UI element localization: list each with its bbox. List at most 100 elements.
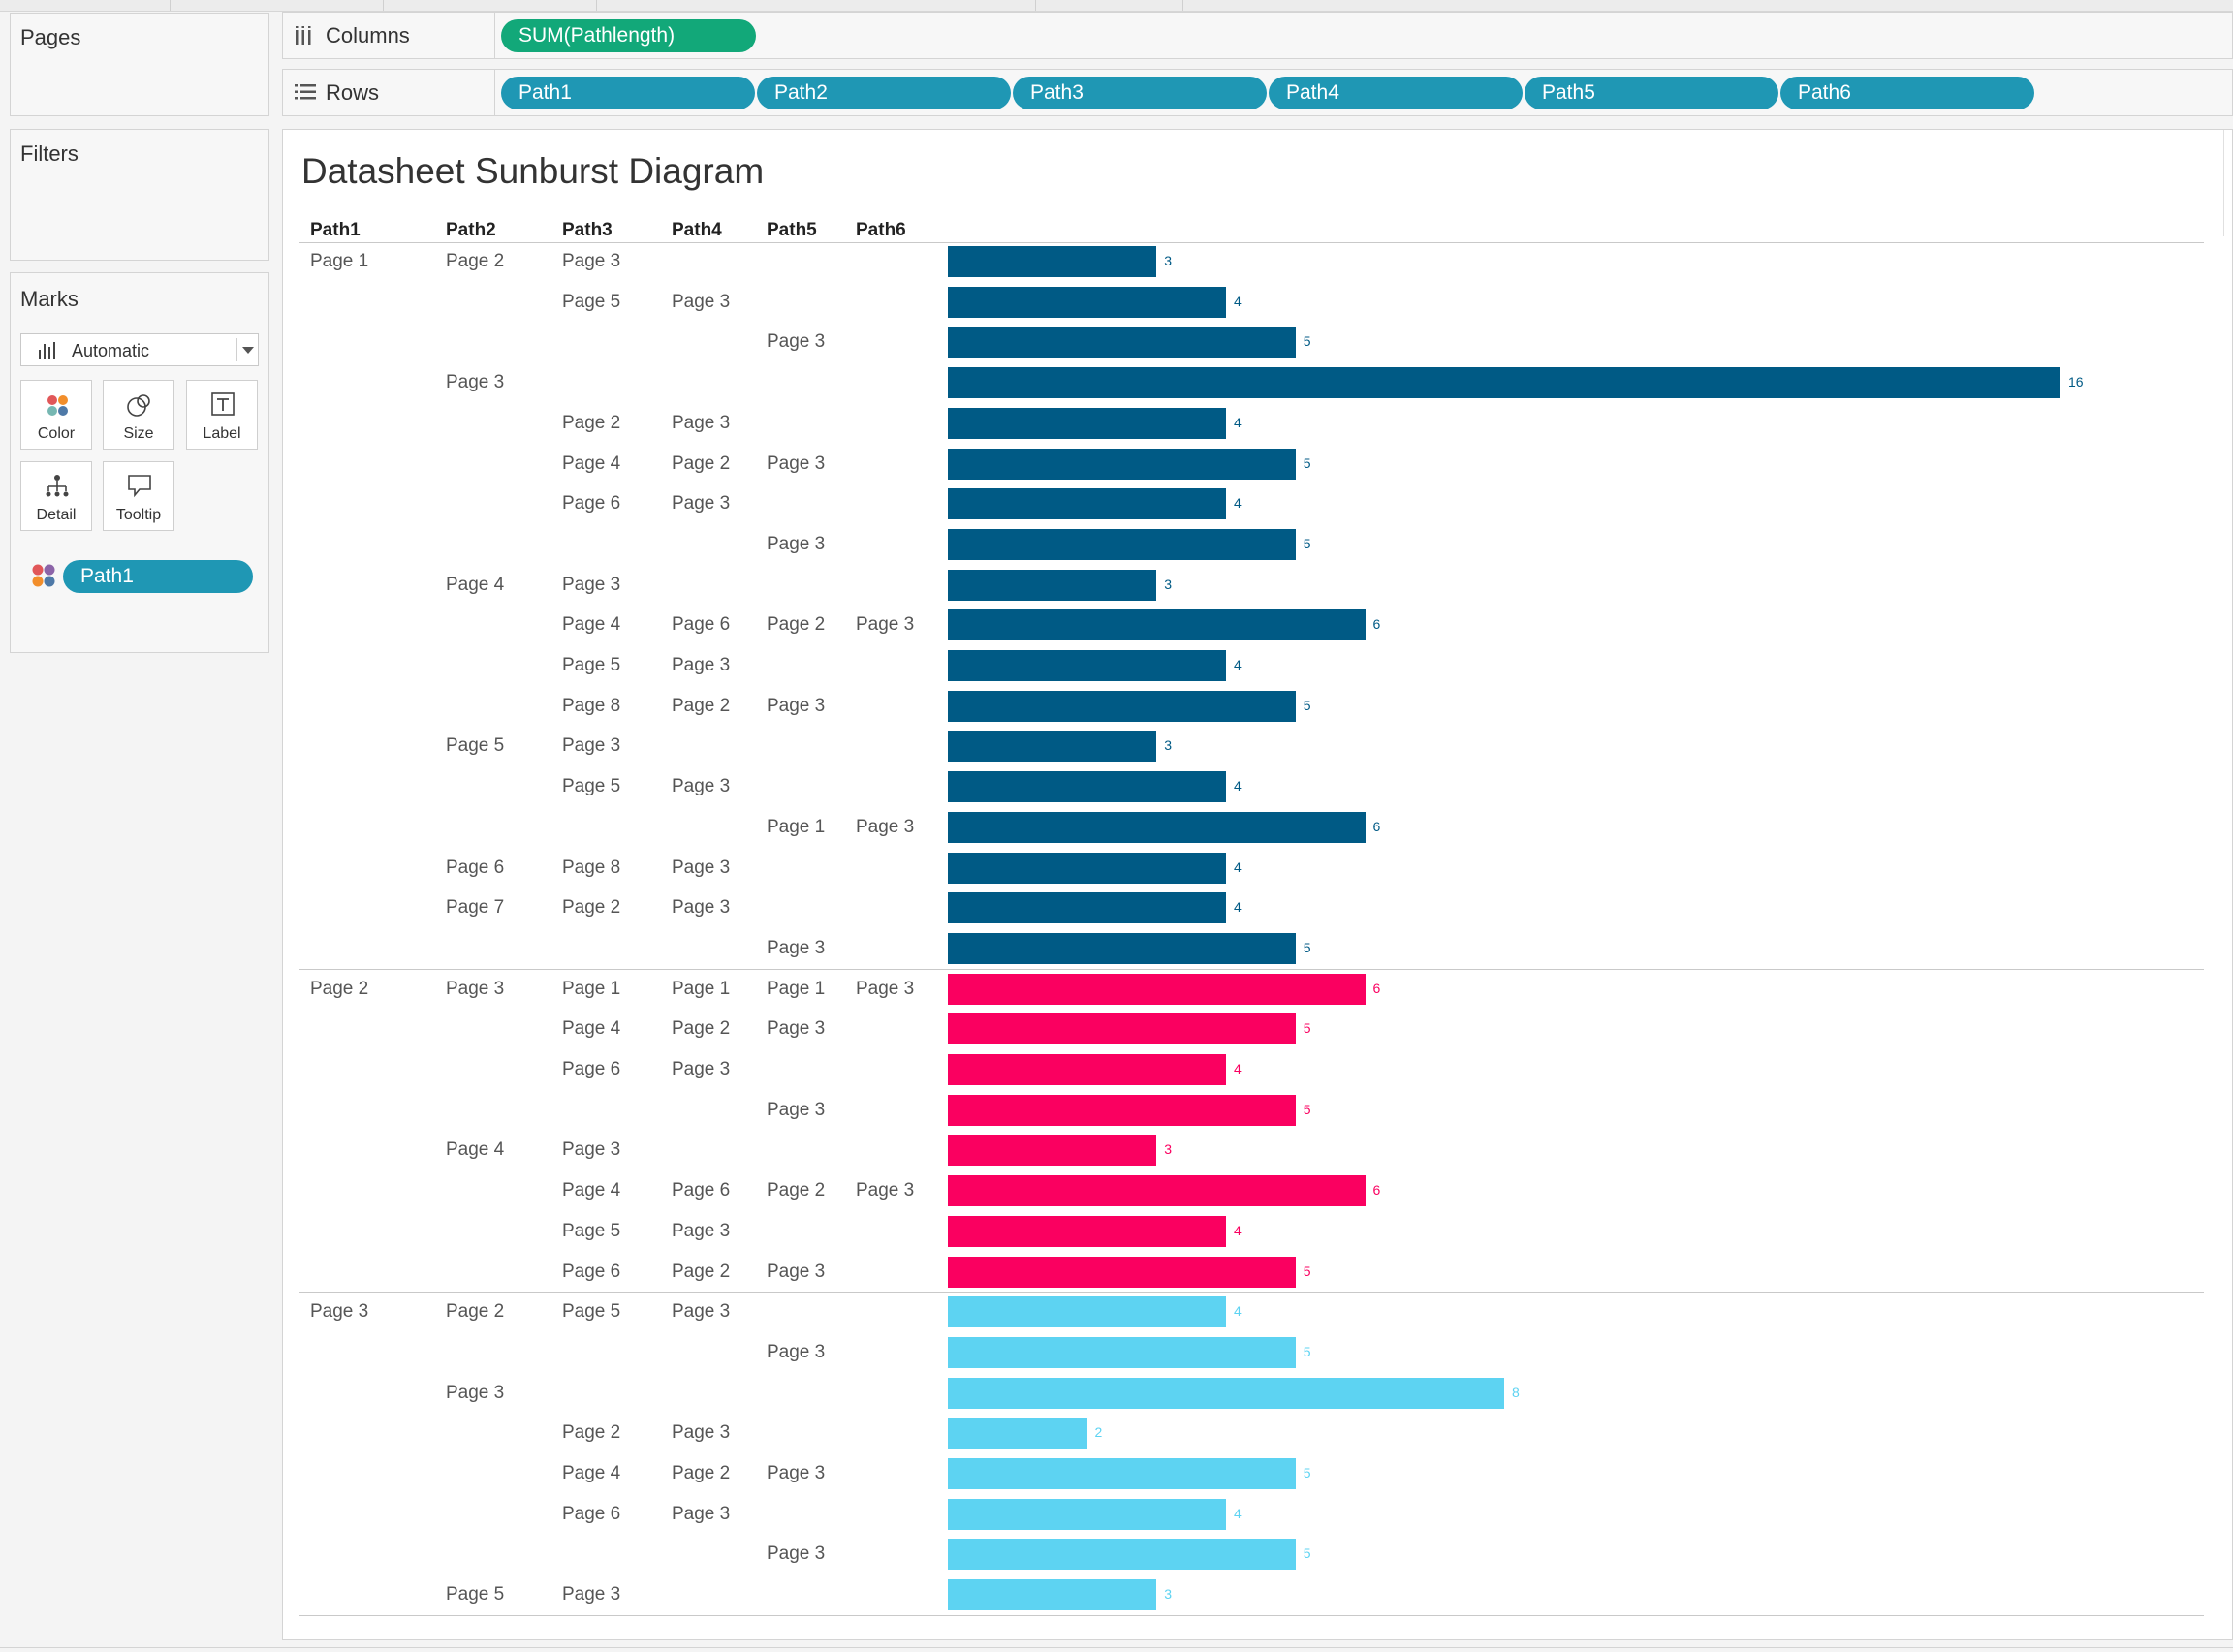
filters-card[interactable]: Filters bbox=[10, 129, 269, 261]
bar-mark[interactable] bbox=[948, 932, 1296, 964]
bar-mark[interactable] bbox=[948, 731, 1157, 763]
bar-value-label: 4 bbox=[1234, 1303, 1242, 1320]
col-header-path3: Path3 bbox=[562, 220, 613, 240]
bar-mark[interactable] bbox=[948, 246, 1157, 277]
bar-value-label: 4 bbox=[1234, 293, 1242, 309]
row-path4-label: Page 2 bbox=[672, 1261, 731, 1282]
bar-mark[interactable] bbox=[948, 1539, 1296, 1571]
bar-mark[interactable] bbox=[948, 973, 1366, 1005]
row-path5-label: Page 3 bbox=[767, 452, 826, 474]
columns-shelf: Columns SUM(Pathlength) bbox=[282, 12, 2233, 59]
row-path3-label: Page 6 bbox=[562, 1059, 621, 1079]
row-path5-label: Page 3 bbox=[767, 1341, 826, 1362]
path1-color-pill[interactable]: Path1 bbox=[63, 560, 253, 593]
col-header-path4: Path4 bbox=[672, 220, 722, 240]
row-path2-label: Page 2 bbox=[446, 1301, 505, 1323]
color-icon bbox=[47, 395, 68, 416]
row-path3-label: Page 5 bbox=[562, 776, 621, 797]
tooltip-button[interactable]: Tooltip bbox=[103, 461, 174, 531]
bar-mark[interactable] bbox=[948, 1418, 1087, 1449]
row-path3-label: Page 3 bbox=[562, 1584, 621, 1605]
chevron-down-icon bbox=[242, 347, 254, 354]
row-path3-label: Page 5 bbox=[562, 655, 621, 675]
color-button[interactable]: Color bbox=[20, 380, 92, 450]
rows-pill-path5[interactable]: Path5 bbox=[1525, 77, 1778, 109]
group-divider bbox=[299, 1292, 2204, 1294]
bar-mark[interactable] bbox=[948, 609, 1366, 641]
row-path4-label: Page 3 bbox=[672, 857, 731, 878]
bar-value-label: 4 bbox=[1234, 858, 1242, 875]
label-button[interactable]: Label bbox=[186, 380, 258, 450]
bar-mark[interactable] bbox=[948, 367, 2060, 399]
bar-value-label: 4 bbox=[1234, 1061, 1242, 1076]
row-path3-label: Page 6 bbox=[562, 1261, 621, 1282]
row-path5-label: Page 3 bbox=[767, 1099, 826, 1120]
tooltip-icon bbox=[128, 475, 151, 498]
detail-button[interactable]: Detail bbox=[20, 461, 92, 531]
row-path3-label: Page 5 bbox=[562, 1220, 621, 1241]
bar-mark[interactable] bbox=[948, 852, 1226, 884]
row-path4-label: Page 3 bbox=[672, 1059, 731, 1079]
bar-value-label: 6 bbox=[1372, 1182, 1381, 1199]
row-path6-label: Page 3 bbox=[856, 1180, 915, 1201]
bar-mark[interactable] bbox=[948, 1579, 1157, 1611]
bar-mark[interactable] bbox=[948, 771, 1226, 803]
bar-mark[interactable] bbox=[948, 488, 1226, 520]
mark-type-dropdown[interactable]: Automatic bbox=[20, 333, 259, 366]
row-path4-label: Page 3 bbox=[672, 1301, 731, 1323]
bar-value-label: 4 bbox=[1234, 899, 1242, 916]
vertical-scrollbar[interactable] bbox=[2223, 130, 2232, 236]
bar-value-label: 4 bbox=[1234, 1505, 1242, 1521]
row-path3-label: Page 4 bbox=[562, 452, 621, 474]
row-path6-label: Page 3 bbox=[856, 816, 915, 837]
row-path4-label: Page 3 bbox=[672, 655, 731, 675]
row-path5-label: Page 3 bbox=[767, 1261, 826, 1282]
row-path3-label: Page 3 bbox=[562, 574, 621, 595]
pages-card[interactable]: Pages bbox=[10, 13, 269, 116]
bar-mark[interactable] bbox=[948, 1458, 1296, 1489]
bar-mark[interactable] bbox=[948, 1094, 1296, 1126]
size-button[interactable]: Size bbox=[103, 380, 174, 450]
bar-value-label: 5 bbox=[1303, 1343, 1311, 1359]
group-divider bbox=[299, 968, 2204, 970]
bar-mark[interactable] bbox=[948, 892, 1226, 924]
bar-mark[interactable] bbox=[948, 327, 1296, 358]
sum-pathlength-pill[interactable]: SUM(Pathlength) bbox=[501, 19, 756, 52]
bar-value-label: 4 bbox=[1234, 495, 1242, 512]
bar-mark[interactable] bbox=[948, 407, 1226, 439]
bar-mark[interactable] bbox=[948, 1135, 1157, 1167]
bar-mark[interactable] bbox=[948, 1296, 1226, 1328]
bar-mark[interactable] bbox=[948, 528, 1296, 560]
bar-mark[interactable] bbox=[948, 1256, 1296, 1288]
bar-mark[interactable] bbox=[948, 1215, 1226, 1247]
bar-mark[interactable] bbox=[948, 1336, 1296, 1368]
row-path3-label: Page 3 bbox=[562, 1139, 621, 1161]
row-path6-label: Page 3 bbox=[856, 978, 915, 999]
bar-mark[interactable] bbox=[948, 569, 1157, 601]
bar-value-label: 5 bbox=[1303, 939, 1311, 955]
rows-pill-path1[interactable]: Path1 bbox=[501, 77, 755, 109]
rows-pill-path6[interactable]: Path6 bbox=[1780, 77, 2034, 109]
bar-mark[interactable] bbox=[948, 811, 1366, 843]
bar-mark[interactable] bbox=[948, 1175, 1366, 1207]
marks-card: Marks Automatic Color Size Label bbox=[10, 272, 269, 653]
bar-chart-icon bbox=[39, 342, 60, 359]
rows-pill-path2[interactable]: Path2 bbox=[757, 77, 1011, 109]
bar-mark[interactable] bbox=[948, 1498, 1226, 1530]
viz-area: Datasheet Sunburst Diagram Path1 Path2 P… bbox=[282, 129, 2233, 1640]
bar-mark[interactable] bbox=[948, 650, 1226, 681]
bar-mark[interactable] bbox=[948, 448, 1296, 480]
bar-value-label: 3 bbox=[1164, 576, 1173, 592]
row-path3-label: Page 4 bbox=[562, 1018, 621, 1040]
row-path3-label: Page 1 bbox=[562, 978, 621, 999]
rows-pill-path3[interactable]: Path3 bbox=[1013, 77, 1267, 109]
bar-mark[interactable] bbox=[948, 286, 1226, 318]
bar-mark[interactable] bbox=[948, 1013, 1296, 1045]
rows-pill-path4[interactable]: Path4 bbox=[1269, 77, 1523, 109]
bar-mark[interactable] bbox=[948, 1054, 1226, 1085]
bar-value-label: 5 bbox=[1303, 1101, 1311, 1117]
row-path3-label: Page 8 bbox=[562, 695, 621, 716]
row-path3-label: Page 5 bbox=[562, 1301, 621, 1323]
bar-mark[interactable] bbox=[948, 1377, 1504, 1409]
bar-mark[interactable] bbox=[948, 690, 1296, 722]
